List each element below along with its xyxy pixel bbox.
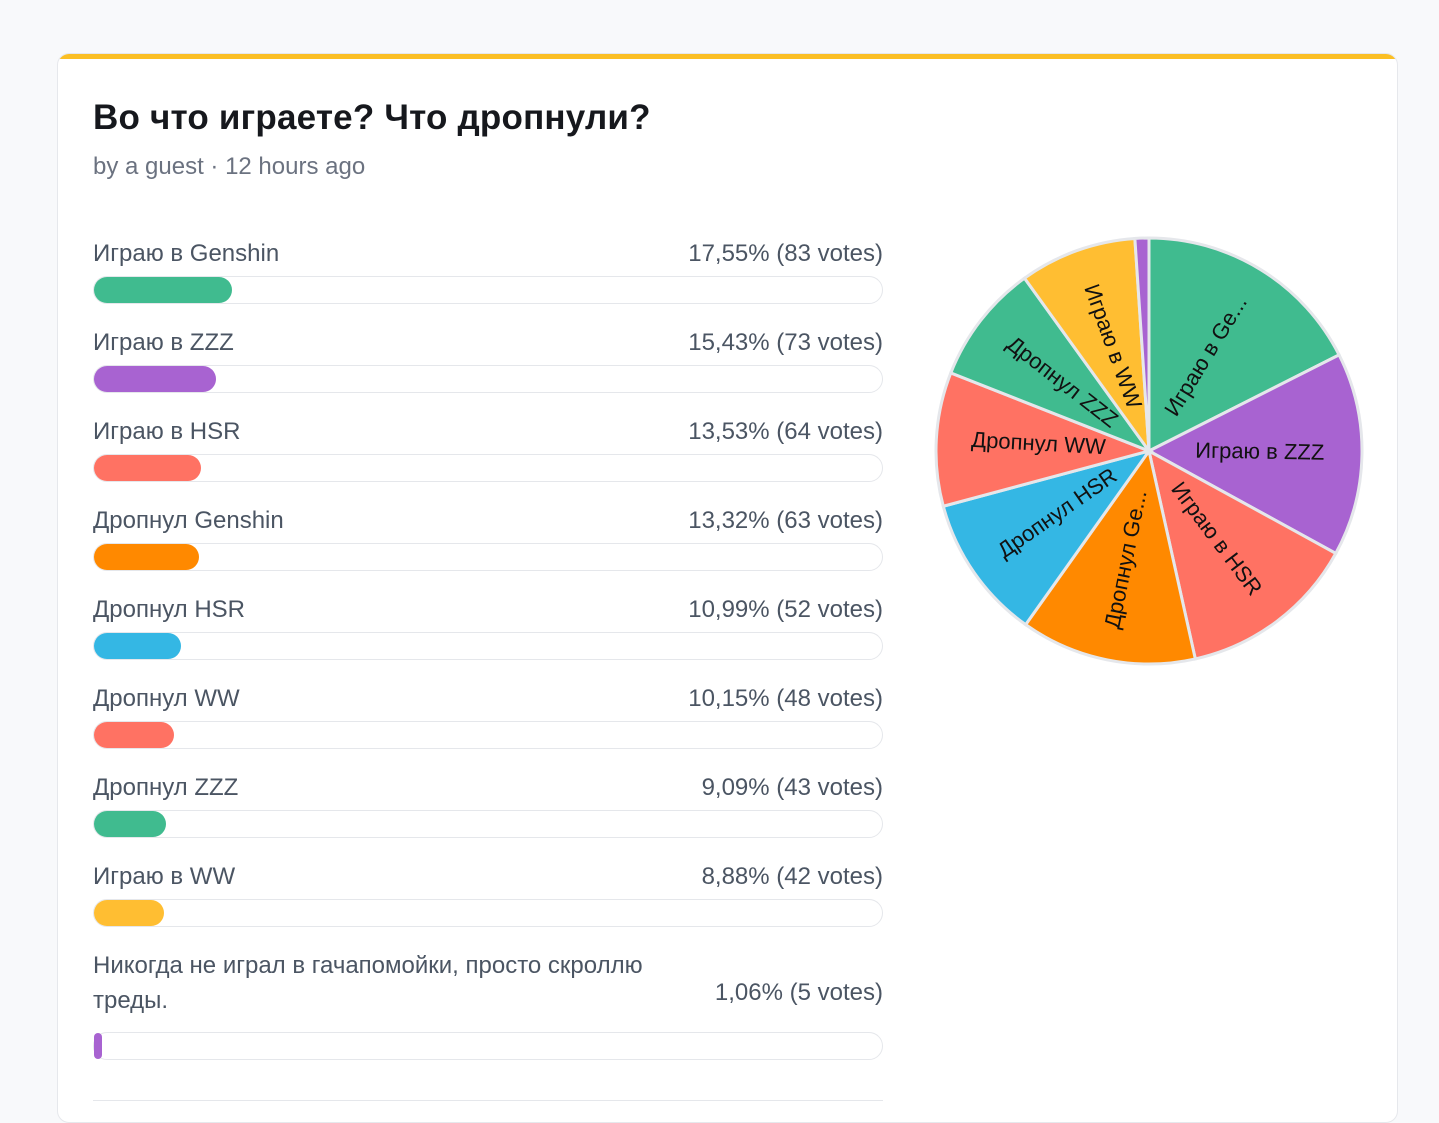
- poll-option: Дропнул HSR 10,99% (52 votes): [93, 590, 883, 679]
- option-percent: 9,09% (43 votes): [701, 774, 883, 801]
- option-progress-track: [93, 1032, 883, 1060]
- poll-option: Играю в WW 8,88% (42 votes): [93, 857, 883, 946]
- option-progress-fill: [94, 1033, 103, 1059]
- pie-slice: [934, 370, 1154, 509]
- option-progress-track: [93, 721, 883, 749]
- poll-option: Играю в ZZZ 15,43% (73 votes): [93, 323, 883, 412]
- pie-slice: [941, 448, 1153, 627]
- option-label: Никогда не играл в гачапомойки, просто с…: [93, 952, 643, 1014]
- pie-slice: [1022, 236, 1151, 457]
- option-progress-track: [93, 454, 883, 482]
- option-progress-track: [93, 276, 883, 304]
- option-progress-track: [93, 899, 883, 927]
- poll-title: Во что играете? Что дропнули?: [93, 98, 651, 137]
- option-label: Дропнул Genshin: [93, 507, 284, 534]
- option-label: Играю в HSR: [93, 418, 241, 445]
- option-percent: 13,53% (64 votes): [688, 418, 883, 445]
- option-label: Играю в WW: [93, 863, 236, 890]
- pie-slice: [1146, 448, 1338, 661]
- pie-slice: [1147, 236, 1342, 454]
- option-percent: 15,43% (73 votes): [688, 329, 883, 356]
- pie-chart: Играю в Ge... Играю в ZZZ Играю в HSR Дропн…: [932, 234, 1366, 668]
- pie-slice: [1023, 447, 1198, 666]
- option-progress-fill: [94, 277, 233, 303]
- option-percent: 1,06% (5 votes): [714, 979, 883, 1006]
- pie-slice-label: Играю в ZZZ: [1195, 438, 1324, 465]
- option-progress-track: [93, 810, 883, 838]
- poll-card: Во что играете? Что дропнули? by a guest…: [57, 53, 1398, 1123]
- option-percent: 10,15% (48 votes): [688, 685, 883, 712]
- option-progress-fill: [94, 455, 201, 481]
- option-percent: 8,88% (42 votes): [701, 863, 883, 890]
- option-progress-fill: [94, 633, 181, 659]
- poll-option: Играю в HSR 13,53% (64 votes): [93, 412, 883, 501]
- poll-option: Никогда не играл в гачапомойки, просто с…: [93, 946, 883, 1078]
- option-progress-fill: [94, 811, 166, 837]
- option-label: Играю в Genshin: [93, 240, 280, 267]
- option-progress-fill: [94, 900, 164, 926]
- poll-option: Дропнул Genshin 13,32% (63 votes): [93, 501, 883, 590]
- poll-option: Играю в Genshin 17,55% (83 votes): [93, 234, 883, 323]
- option-label: Дропнул HSR: [93, 596, 246, 623]
- option-progress-fill: [94, 722, 174, 748]
- option-progress-track: [93, 365, 883, 393]
- divider: [93, 1100, 883, 1101]
- pie-slice: [948, 276, 1154, 455]
- option-label: Дропнул ZZZ: [93, 774, 239, 801]
- pie-slice: [1145, 352, 1364, 556]
- option-percent: 17,55% (83 votes): [688, 240, 883, 267]
- pie-slice: [1133, 236, 1151, 452]
- option-progress-track: [93, 632, 883, 660]
- option-progress-fill: [94, 366, 216, 392]
- option-label: Играю в ZZZ: [93, 329, 234, 356]
- poll-option: Дропнул ZZZ 9,09% (43 votes): [93, 768, 883, 857]
- card-accent-bar: [58, 54, 1397, 59]
- poll-results-list: Играю в Genshin 17,55% (83 votes) Играю в …: [93, 234, 883, 1078]
- poll-option: Дропнул WW 10,15% (48 votes): [93, 679, 883, 768]
- option-progress-track: [93, 543, 883, 571]
- poll-meta: by a guest · 12 hours ago: [93, 153, 366, 180]
- option-percent: 10,99% (52 votes): [688, 596, 883, 623]
- option-label: Дропнул WW: [93, 685, 240, 712]
- option-progress-fill: [94, 544, 199, 570]
- option-percent: 13,32% (63 votes): [688, 507, 883, 534]
